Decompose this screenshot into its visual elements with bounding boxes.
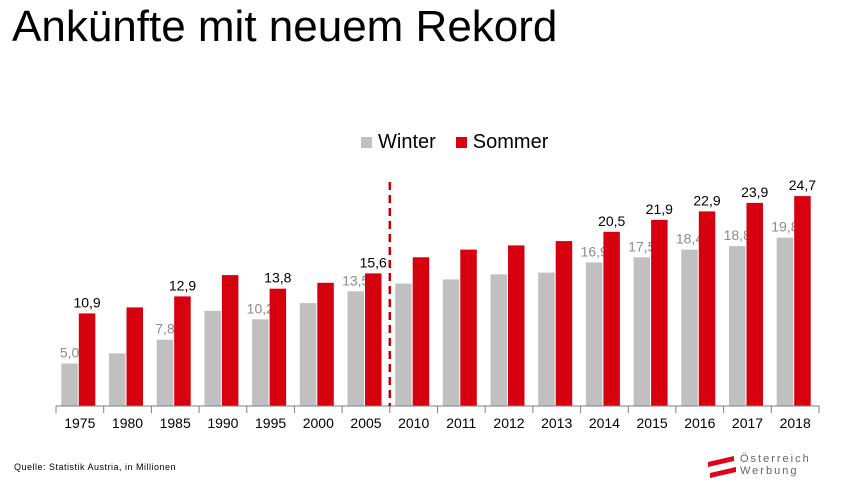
legend-swatch-sommer (455, 137, 467, 148)
bar-winter-2018 (776, 237, 794, 406)
x-tick-label-2010: 2010 (398, 415, 429, 431)
bar-sommer-1975 (78, 313, 96, 407)
bar-winter-2010 (395, 283, 412, 406)
bar-sommer-1985 (174, 296, 191, 407)
legend-item-sommer: Sommer (455, 131, 549, 154)
source-note: Quelle: Statistik Austria, in Millionen (14, 462, 177, 472)
bar-winter-2016 (681, 249, 698, 406)
x-tick-label-2017: 2017 (732, 415, 763, 431)
data-label-winter-1995: 10,2 (247, 300, 274, 316)
bar-sommer-2012 (508, 245, 525, 406)
bar-sommer-2000 (317, 282, 334, 407)
bar-winter-2011 (442, 279, 460, 407)
data-label-winter-1985: 7,8 (155, 321, 175, 337)
data-label-sommer-1975: 10,9 (73, 294, 100, 310)
x-tick-label-2018: 2018 (780, 415, 811, 431)
bar-winter-1975 (61, 363, 78, 406)
bar-winter-2015 (633, 257, 651, 407)
bar-sommer-2018 (794, 196, 811, 406)
bar-winter-2000 (299, 303, 317, 406)
data-label-winter-2015: 17,5 (628, 238, 655, 254)
logo-line-2: Werbung (740, 465, 799, 477)
x-tick-label-2015: 2015 (637, 415, 668, 431)
bar-sommer-2017 (746, 202, 763, 406)
bar-winter-1980 (109, 353, 126, 406)
data-label-winter-2005: 13,5 (342, 272, 369, 288)
bar-sommer-2011 (460, 249, 477, 406)
data-label-winter-2014: 16,9 (581, 243, 608, 259)
legend-label-winter: Winter (378, 131, 436, 153)
x-tick-label-2011: 2011 (446, 415, 476, 431)
x-tick-label-2005: 2005 (350, 415, 381, 431)
legend: Winter Sommer (361, 131, 568, 154)
data-label-sommer-2017: 23,9 (741, 184, 768, 200)
bar-winter-2014 (585, 262, 603, 406)
flag-logo-icon (708, 456, 736, 478)
bar-winter-2013 (538, 272, 555, 406)
bar-winter-2012 (490, 274, 507, 407)
bar-winter-1995 (252, 319, 269, 406)
bar-sommer-2014 (603, 231, 620, 407)
legend-label-sommer: Sommer (472, 131, 549, 153)
bar-sommer-2016 (698, 211, 716, 406)
bar-sommer-1995 (269, 288, 287, 406)
data-label-sommer-1985: 12,9 (169, 277, 196, 293)
data-label-sommer-2018: 24,7 (789, 177, 816, 193)
data-label-winter-2018: 19,8 (771, 219, 798, 235)
data-label-sommer-2014: 20,5 (598, 213, 625, 229)
bar-winter-2005 (347, 291, 364, 407)
logo-line-1: Österreich (740, 453, 811, 465)
data-label-sommer-2005: 15,6 (360, 254, 387, 270)
data-label-winter-2016: 18,4 (676, 231, 703, 247)
data-label-sommer-2015: 21,9 (646, 201, 673, 217)
bar-sommer-1990 (221, 275, 239, 406)
x-tick-label-2000: 2000 (303, 415, 334, 431)
logo-oesterreich-werbung: Österreich Werbung (708, 452, 840, 480)
bar-sommer-2010 (412, 257, 430, 407)
data-label-sommer-1995: 13,8 (264, 270, 291, 286)
bar-sommer-2005 (365, 273, 382, 406)
bar-winter-1985 (156, 339, 174, 406)
bar-sommer-2015 (651, 219, 668, 406)
x-tick-label-2012: 2012 (493, 415, 524, 431)
x-tick-label-1980: 1980 (112, 415, 143, 431)
chart-title: Ankünfte mit neuem Rekord (12, 2, 558, 51)
x-tick-label-2016: 2016 (684, 415, 715, 431)
logo-text: Österreich Werbung (740, 453, 811, 477)
x-tick-label-1995: 1995 (255, 415, 286, 431)
x-tick-label-1990: 1990 (207, 415, 238, 431)
x-tick-label-1975: 1975 (64, 415, 95, 431)
data-label-winter-2017: 18,8 (724, 227, 751, 243)
bar-winter-2017 (729, 246, 746, 406)
data-label-winter-1975: 5,0 (60, 345, 80, 361)
x-tick-label-2014: 2014 (589, 415, 620, 431)
bar-sommer-1980 (126, 307, 143, 406)
bar-winter-1990 (204, 310, 221, 406)
data-label-sommer-2016: 22,9 (693, 192, 720, 208)
legend-item-winter: Winter (361, 131, 436, 154)
bar-sommer-2013 (555, 241, 573, 406)
x-tick-label-2013: 2013 (541, 415, 572, 431)
x-tick-label-1985: 1985 (160, 415, 191, 431)
legend-swatch-winter (361, 137, 372, 148)
